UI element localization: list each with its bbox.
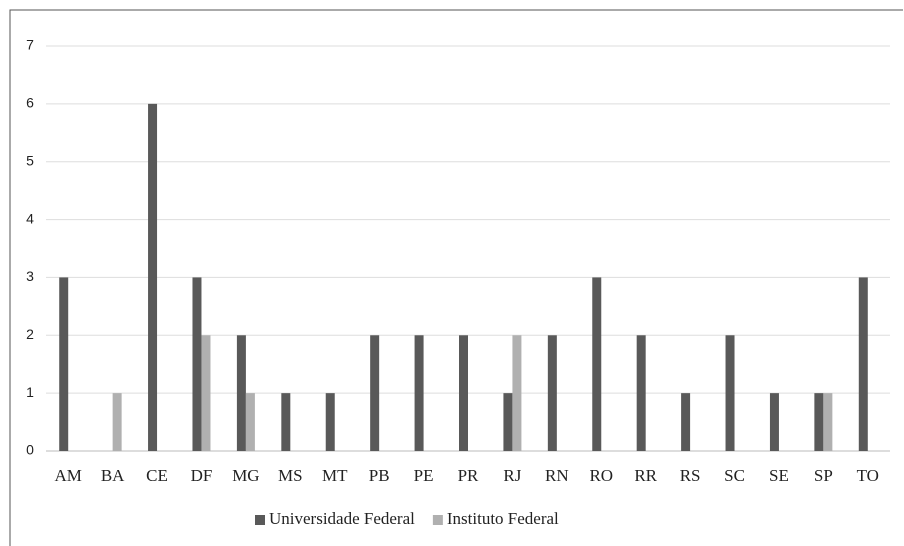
bar xyxy=(512,335,522,451)
x-tick-label: BA xyxy=(101,466,125,485)
bar xyxy=(192,277,202,451)
legend-swatch xyxy=(432,515,443,525)
bar xyxy=(414,335,424,451)
x-tick-label: DF xyxy=(191,466,213,485)
frame xyxy=(9,9,903,546)
bar xyxy=(245,393,255,451)
y-tick-label: 1 xyxy=(26,384,34,400)
y-tick-label: 3 xyxy=(26,268,34,284)
bar xyxy=(636,335,646,451)
y-tick-label: 6 xyxy=(26,95,34,111)
bar xyxy=(459,335,468,451)
bar xyxy=(858,277,868,451)
x-tick-label: MS xyxy=(278,466,303,485)
y-tick-label: 7 xyxy=(26,37,34,53)
x-tick-label: SP xyxy=(814,466,833,485)
x-tick-label: TO xyxy=(857,466,879,485)
x-tick-label: RN xyxy=(545,466,569,485)
y-tick-label: 2 xyxy=(26,326,34,342)
legend-swatch xyxy=(255,515,265,525)
bar xyxy=(814,393,824,451)
bar xyxy=(547,335,557,451)
bar xyxy=(592,277,602,451)
x-tick-label: MT xyxy=(322,466,348,485)
bar xyxy=(370,335,380,451)
bar xyxy=(769,393,779,451)
x-tick-label: SC xyxy=(724,466,745,485)
bar xyxy=(503,393,513,451)
bar xyxy=(236,335,246,451)
bar xyxy=(148,103,158,451)
x-tick-label: AM xyxy=(55,466,82,485)
bar xyxy=(325,393,335,451)
y-tick-label: 0 xyxy=(26,442,34,458)
x-tick-label: RO xyxy=(589,466,613,485)
bar xyxy=(823,393,833,451)
bar xyxy=(59,277,69,451)
legend-label: Instituto Federal xyxy=(447,509,559,528)
x-tick-label: CE xyxy=(146,466,168,485)
y-tick-label: 4 xyxy=(26,210,34,226)
x-tick-label: RJ xyxy=(503,466,521,485)
bar xyxy=(681,393,691,451)
x-tick-label: PE xyxy=(414,466,434,485)
bar xyxy=(201,335,211,451)
x-tick-label: PB xyxy=(369,466,390,485)
bar xyxy=(281,393,291,451)
x-tick-label: SE xyxy=(769,466,789,485)
x-tick-label: RS xyxy=(680,466,701,485)
x-tick-label: MG xyxy=(232,466,259,485)
y-tick-label: 5 xyxy=(26,152,34,168)
bar xyxy=(725,335,735,451)
legend-label: Universidade Federal xyxy=(269,509,415,528)
bar xyxy=(112,393,122,451)
x-tick-label: PR xyxy=(458,466,479,485)
x-tick-label: RR xyxy=(634,466,657,485)
